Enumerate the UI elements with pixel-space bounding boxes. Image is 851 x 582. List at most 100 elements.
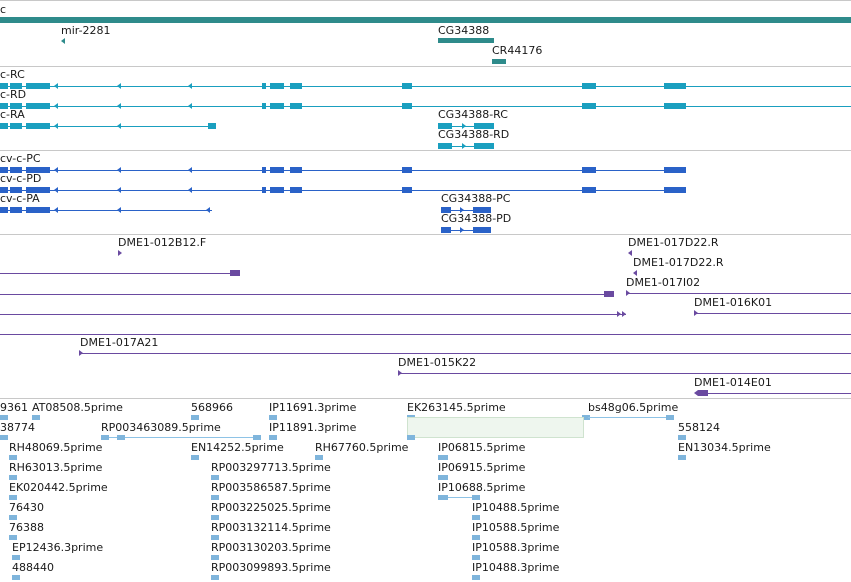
c-rc-intron-line[interactable] bbox=[0, 86, 851, 87]
est-label[interactable]: RP003463089.5prime bbox=[101, 421, 221, 434]
clone-label[interactable]: DME1-017D22.R bbox=[633, 256, 724, 269]
clone-line[interactable] bbox=[698, 393, 851, 394]
cv-c-pd-exon[interactable] bbox=[0, 187, 8, 193]
est-feature[interactable] bbox=[211, 495, 219, 500]
cv-c-pc-exon[interactable] bbox=[26, 167, 50, 173]
est-label[interactable]: bs48g06.5prime bbox=[588, 401, 679, 414]
clone-arrow[interactable] bbox=[628, 250, 632, 256]
est-label[interactable]: 38774 bbox=[0, 421, 35, 434]
cg34388-rd-label[interactable]: CG34388-RD bbox=[438, 128, 510, 141]
cv-c-pc-exon[interactable] bbox=[10, 167, 22, 173]
cr44176-bar[interactable] bbox=[492, 59, 506, 64]
cg34388-rd-intron-line[interactable] bbox=[438, 146, 494, 147]
est-long-feature[interactable] bbox=[407, 417, 584, 438]
est-feature[interactable] bbox=[678, 435, 686, 440]
est-label[interactable]: IP11891.3prime bbox=[269, 421, 357, 434]
est-feature[interactable] bbox=[678, 455, 686, 460]
clone-label[interactable]: DME1-015K22 bbox=[398, 356, 477, 369]
est-feature[interactable] bbox=[472, 535, 480, 540]
est-label[interactable]: EP12436.3prime bbox=[12, 541, 104, 554]
est-label[interactable]: 568966 bbox=[191, 401, 233, 414]
cg34388-rd-exon[interactable] bbox=[438, 143, 452, 149]
cg34388-pc-exon[interactable] bbox=[473, 207, 491, 213]
est-feature[interactable] bbox=[32, 415, 40, 420]
est-feature[interactable] bbox=[438, 455, 448, 460]
clone-line[interactable] bbox=[0, 273, 240, 274]
est-label[interactable]: 488440 bbox=[12, 561, 54, 574]
est-feature[interactable] bbox=[438, 495, 448, 500]
est-label[interactable]: EK263145.5prime bbox=[407, 401, 506, 414]
est-label[interactable]: IP10488.3prime bbox=[472, 561, 560, 574]
cv-c-pd-exon[interactable] bbox=[270, 187, 284, 193]
c-rc-exon[interactable] bbox=[0, 83, 8, 89]
est-label[interactable]: RP003297713.5prime bbox=[211, 461, 331, 474]
est-feature[interactable] bbox=[211, 515, 219, 520]
est-label[interactable]: 76430 bbox=[9, 501, 44, 514]
cg34388-rc-label[interactable]: CG34388-RC bbox=[438, 108, 508, 121]
cg34388-rc-intron-line[interactable] bbox=[438, 126, 494, 127]
clone-line[interactable] bbox=[79, 353, 851, 354]
est-feature[interactable] bbox=[211, 575, 219, 580]
est-line[interactable] bbox=[438, 497, 480, 498]
cv-c-pd-exon[interactable] bbox=[664, 187, 686, 193]
cv-c-pa-exon[interactable] bbox=[0, 207, 8, 213]
cv-c-gene-bar[interactable] bbox=[0, 17, 851, 23]
cg34388-pd-label[interactable]: CG34388-PD bbox=[441, 212, 512, 225]
est-label[interactable]: IP10588.3prime bbox=[472, 541, 560, 554]
c-ra-exon[interactable] bbox=[208, 123, 216, 129]
est-feature[interactable] bbox=[666, 415, 674, 420]
cv-c-pa-exon[interactable] bbox=[26, 207, 50, 213]
clone-end-block[interactable] bbox=[604, 291, 614, 297]
est-feature[interactable] bbox=[472, 575, 480, 580]
mir-2281-arrow[interactable] bbox=[61, 38, 65, 44]
c-rd-intron-line[interactable] bbox=[0, 106, 851, 107]
est-label[interactable]: IP11691.3prime bbox=[269, 401, 357, 414]
est-feature[interactable] bbox=[472, 555, 480, 560]
cg34388-rc-exon[interactable] bbox=[438, 123, 452, 129]
cv-c-pd-label[interactable]: cv-c-PD bbox=[0, 172, 42, 185]
est-line[interactable] bbox=[101, 437, 261, 438]
est-feature[interactable] bbox=[0, 435, 8, 440]
clone-line[interactable] bbox=[0, 334, 851, 335]
c-ra-label[interactable]: c-RA bbox=[0, 108, 25, 121]
cv-c-pd-exon[interactable] bbox=[402, 187, 412, 193]
est-feature[interactable] bbox=[211, 555, 219, 560]
est-label[interactable]: 558124 bbox=[678, 421, 720, 434]
cv-c-pc-exon[interactable] bbox=[270, 167, 284, 173]
c-rd-exon[interactable] bbox=[402, 103, 412, 109]
clone-label[interactable]: DME1-012B12.F bbox=[118, 236, 207, 249]
cg34388-label[interactable]: CG34388 bbox=[438, 24, 490, 37]
est-label[interactable]: RP003586587.5prime bbox=[211, 481, 331, 494]
est-feature[interactable] bbox=[211, 535, 219, 540]
c-rc-exon[interactable] bbox=[10, 83, 22, 89]
gene-track-partial-label[interactable]: c bbox=[0, 3, 7, 16]
est-feature[interactable] bbox=[9, 495, 17, 500]
c-ra-exon[interactable] bbox=[10, 123, 22, 129]
est-label[interactable]: IP10588.5prime bbox=[472, 521, 560, 534]
est-label[interactable]: RH67760.5prime bbox=[315, 441, 409, 454]
cv-c-pc-exon[interactable] bbox=[582, 167, 596, 173]
cr44176-label[interactable]: CR44176 bbox=[492, 44, 543, 57]
c-rd-exon[interactable] bbox=[582, 103, 596, 109]
mir-2281-label[interactable]: mir-2281 bbox=[61, 24, 111, 37]
cv-c-pc-exon[interactable] bbox=[290, 167, 302, 173]
clone-label[interactable]: DME1-014E01 bbox=[694, 376, 772, 389]
est-label[interactable]: RP003130203.5prime bbox=[211, 541, 331, 554]
c-rd-exon[interactable] bbox=[262, 103, 266, 109]
est-feature[interactable] bbox=[269, 435, 277, 440]
cg34388-pc-intron-line[interactable] bbox=[441, 210, 491, 211]
est-feature[interactable] bbox=[9, 455, 17, 460]
est-feature[interactable] bbox=[407, 435, 415, 440]
clone-label[interactable]: DME1-017D22.R bbox=[628, 236, 719, 249]
c-rc-exon[interactable] bbox=[664, 83, 686, 89]
est-label[interactable]: RP003132114.5prime bbox=[211, 521, 331, 534]
c-rd-exon[interactable] bbox=[664, 103, 686, 109]
est-line[interactable] bbox=[588, 417, 674, 418]
c-rc-exon[interactable] bbox=[582, 83, 596, 89]
cg34388-pd-exon[interactable] bbox=[473, 227, 491, 233]
c-rc-label[interactable]: c-RC bbox=[0, 68, 25, 81]
cv-c-pc-exon[interactable] bbox=[262, 167, 266, 173]
est-label[interactable]: RP003225025.5prime bbox=[211, 501, 331, 514]
est-feature[interactable] bbox=[211, 475, 219, 480]
est-label[interactable]: IP06815.5prime bbox=[438, 441, 526, 454]
